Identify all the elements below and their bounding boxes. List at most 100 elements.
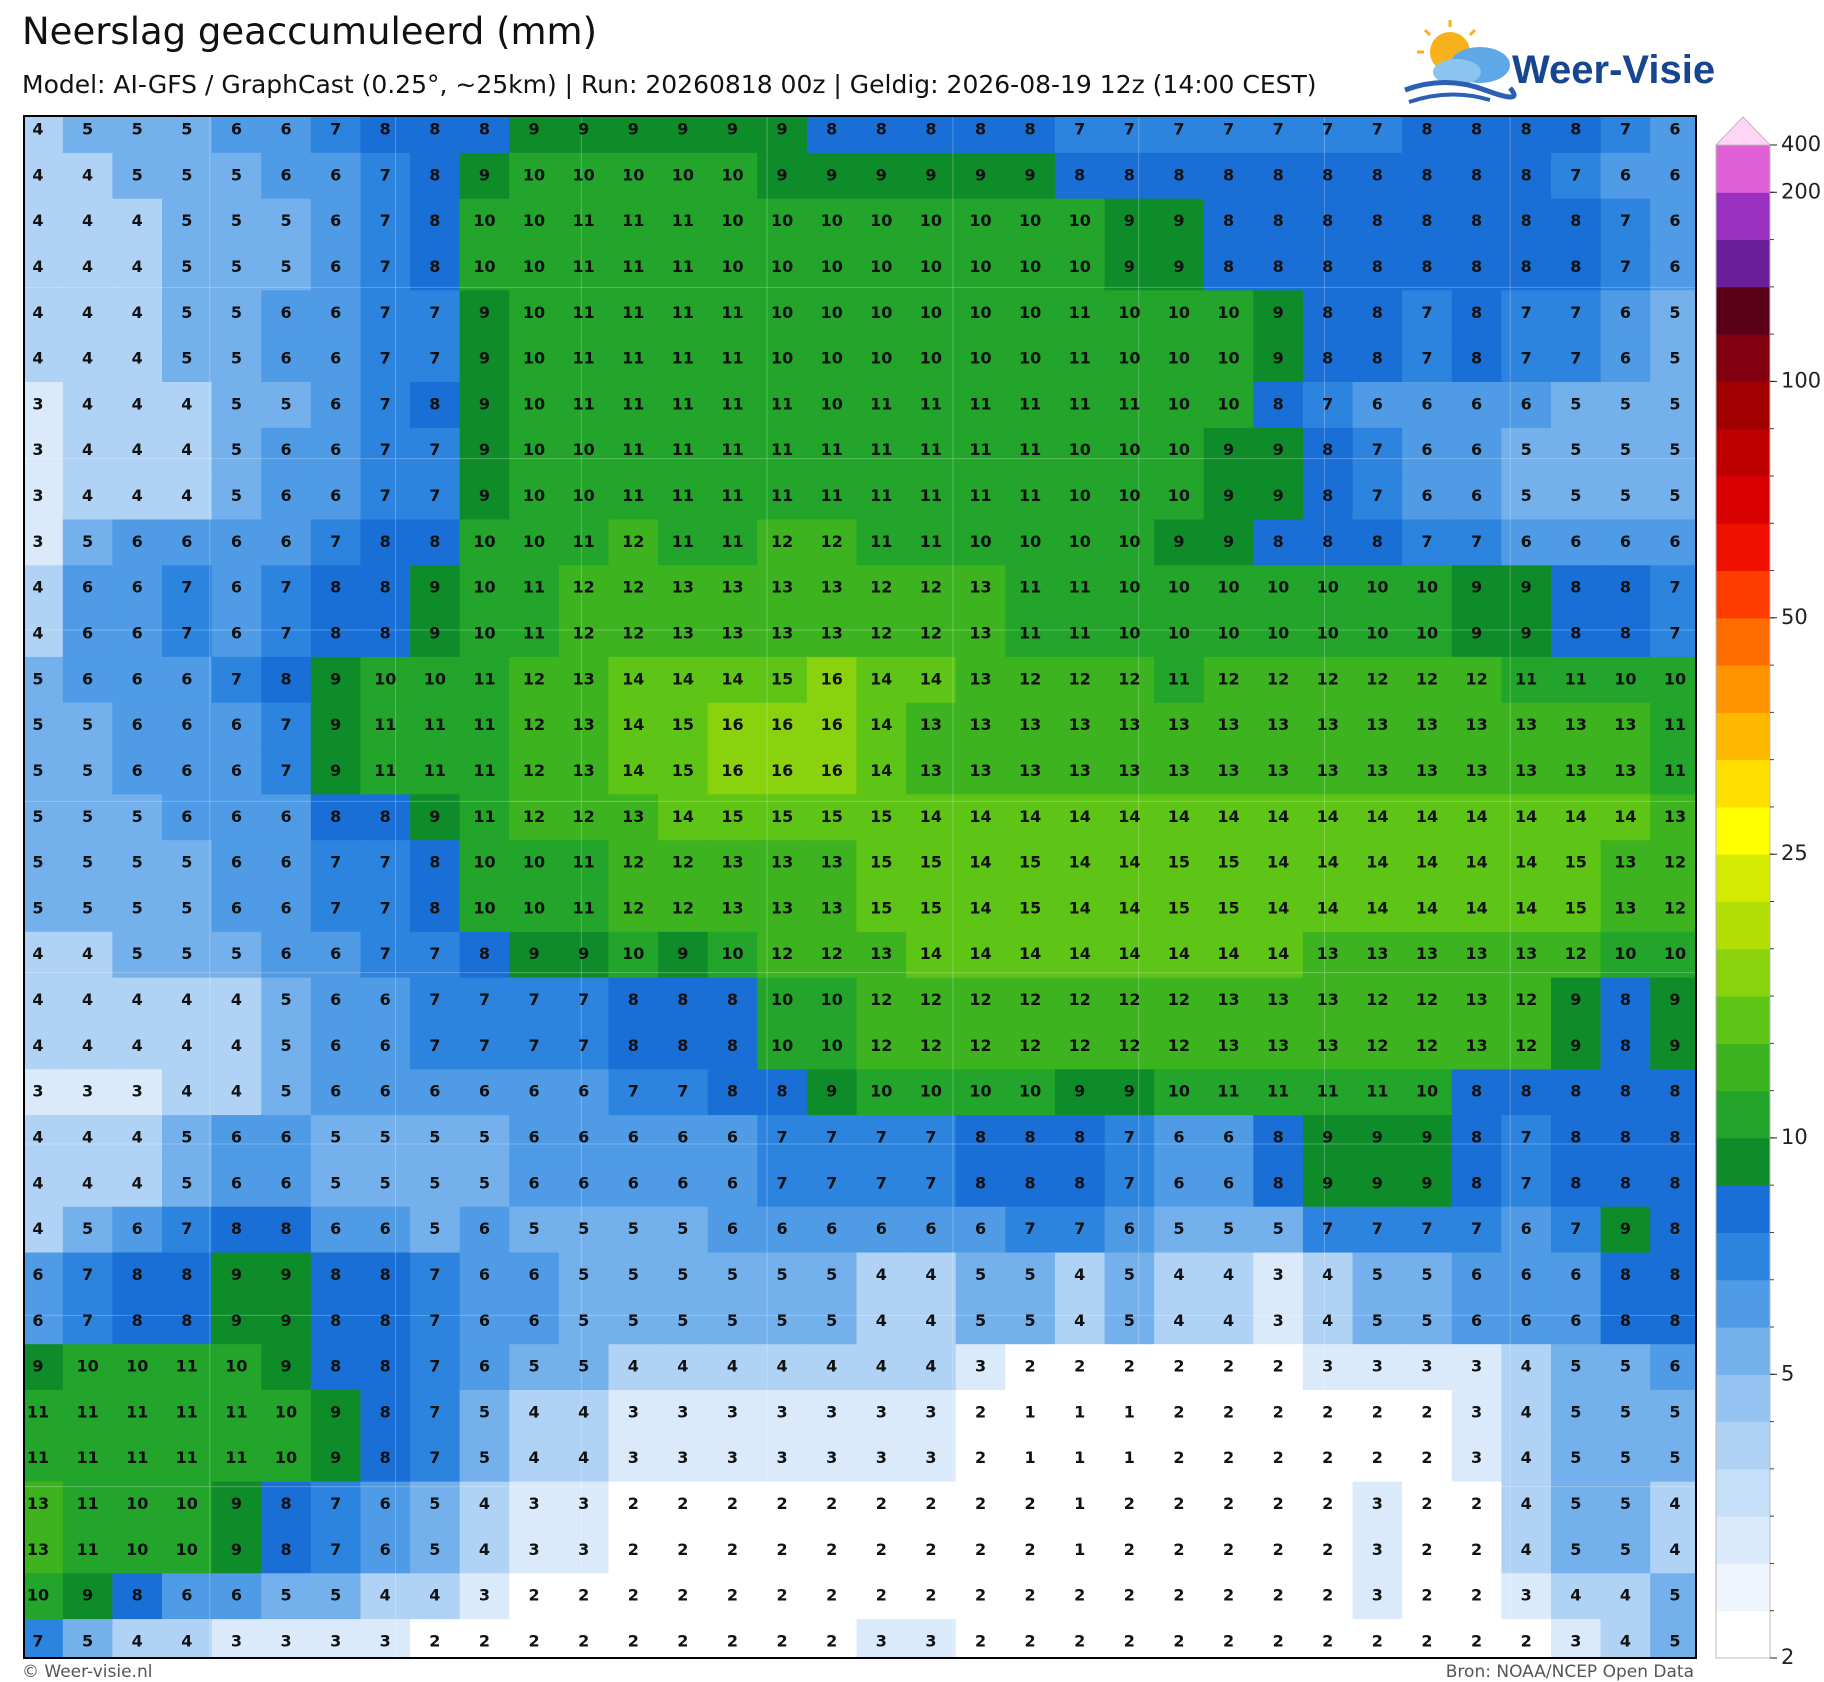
precip-cell (211, 1527, 262, 1574)
value-label: 9 (1322, 1173, 1333, 1192)
value-label: 6 (330, 944, 341, 963)
value-label: 7 (380, 165, 391, 184)
value-label: 3 (479, 1586, 490, 1605)
colorbar-segment (1716, 1516, 1770, 1564)
precip-cell (1154, 794, 1205, 841)
precip-cell (24, 290, 64, 337)
value-label: 7 (1124, 1173, 1135, 1192)
precip-cell (211, 611, 262, 658)
precip-cell (410, 519, 461, 566)
value-label: 10 (1118, 486, 1140, 505)
precip-cell (1600, 1435, 1651, 1483)
precip-cell (806, 198, 857, 246)
value-label: 6 (132, 532, 143, 551)
precip-cell (1054, 1206, 1106, 1254)
value-label: 5 (231, 394, 242, 413)
value-label: 8 (1074, 165, 1085, 184)
value-label: 12 (821, 944, 843, 963)
precip-cell (459, 382, 510, 429)
precip-cell (1104, 1069, 1155, 1116)
value-label: 14 (1465, 853, 1487, 872)
value-label: 7 (1570, 303, 1581, 322)
precip-cell (211, 198, 262, 246)
value-label: 8 (1421, 211, 1432, 230)
precip-cell (310, 1023, 361, 1070)
precip-cell (162, 473, 213, 520)
precip-cell (1402, 244, 1453, 291)
value-label: 8 (330, 1357, 341, 1376)
precip-cell (608, 1619, 659, 1659)
value-label: 9 (1124, 211, 1135, 230)
precip-cell (310, 1481, 361, 1528)
precip-cell (1253, 1527, 1304, 1574)
value-label: 2 (1173, 1402, 1184, 1421)
precip-cell (806, 1298, 857, 1345)
value-label: 5 (1570, 486, 1581, 505)
value-label: 9 (429, 807, 440, 826)
value-label: 11 (1366, 1082, 1388, 1101)
value-label: 7 (1471, 1219, 1482, 1238)
value-label: 12 (573, 807, 595, 826)
value-label: 11 (176, 1448, 198, 1467)
precip-cell (24, 1573, 64, 1620)
precip-cell (658, 116, 709, 154)
value-label: 6 (330, 486, 341, 505)
precip-cell (955, 977, 1006, 1024)
value-label: 10 (1168, 440, 1190, 459)
precip-cell (558, 244, 609, 291)
value-label: 11 (821, 486, 843, 505)
value-label: 13 (1317, 1036, 1339, 1055)
precip-cell (1501, 198, 1552, 246)
value-label: 5 (181, 1173, 192, 1192)
precip-cell (1352, 427, 1403, 475)
precip-cell (509, 427, 560, 475)
precip-cell (1203, 1298, 1254, 1345)
value-label: 8 (1273, 1128, 1284, 1147)
value-label: 9 (826, 165, 837, 184)
precip-cell (1600, 244, 1651, 291)
precip-cell (1352, 794, 1403, 841)
value-label: 11 (721, 440, 743, 459)
precip-cell (856, 886, 907, 933)
precip-cell (1451, 198, 1502, 246)
precip-cell (955, 1298, 1006, 1345)
value-label: 6 (380, 1494, 391, 1513)
value-label: 10 (870, 349, 892, 368)
precip-cell (658, 1573, 709, 1620)
value-label: 12 (821, 532, 843, 551)
precip-cell (1451, 473, 1502, 520)
value-label: 9 (1124, 1082, 1135, 1101)
colorbar-segment (1716, 286, 1770, 335)
value-label: 4 (132, 349, 143, 368)
value-label: 3 (1570, 1632, 1581, 1651)
value-label: 6 (280, 440, 291, 459)
precip-cell (1104, 1435, 1155, 1483)
value-label: 9 (479, 165, 490, 184)
value-label: 10 (523, 853, 545, 872)
value-label: 14 (1366, 898, 1388, 917)
precip-cell (558, 519, 609, 566)
precip-cell (509, 886, 560, 933)
value-label: 2 (975, 1494, 986, 1513)
precip-cell (1005, 382, 1056, 429)
value-label: 11 (1069, 578, 1091, 597)
precip-cell (955, 198, 1006, 246)
value-label: 2 (727, 1494, 738, 1513)
value-label: 7 (1421, 532, 1432, 551)
precip-cell (1005, 290, 1056, 337)
precip-cell (360, 886, 411, 933)
precip-cell (459, 1206, 510, 1254)
precip-cell (1451, 1298, 1502, 1345)
value-label: 11 (1267, 1082, 1289, 1101)
precip-cell (1253, 656, 1304, 704)
value-label: 14 (1515, 807, 1537, 826)
value-label: 7 (429, 944, 440, 963)
precip-cell (906, 290, 957, 337)
precip-cell (658, 977, 709, 1024)
precip-cell (1352, 473, 1403, 520)
value-label: 2 (1372, 1448, 1383, 1467)
precip-cell (1600, 702, 1651, 750)
value-label: 10 (1217, 578, 1239, 597)
value-label: 13 (821, 853, 843, 872)
value-label: 4 (925, 1311, 936, 1330)
